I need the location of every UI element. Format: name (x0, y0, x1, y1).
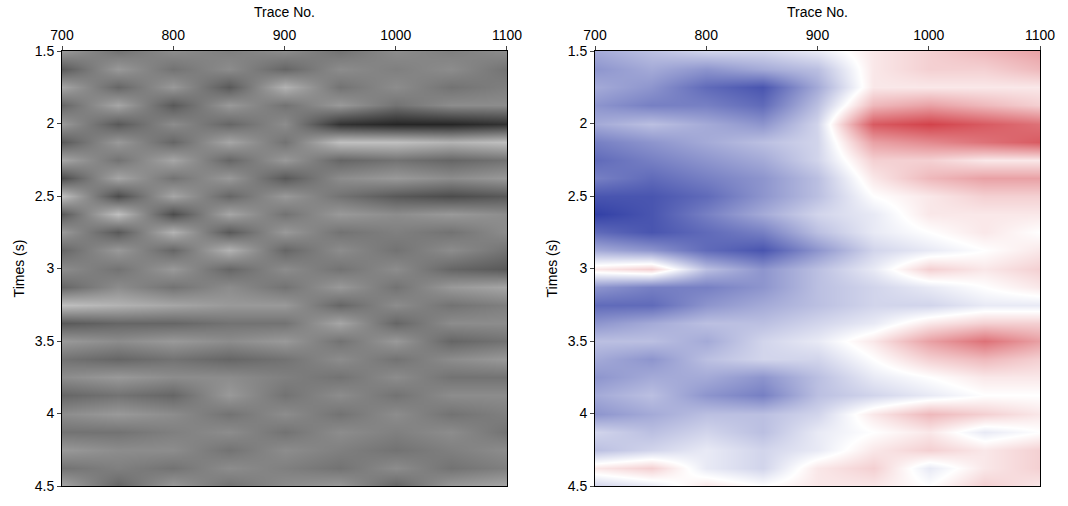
svg-text:Trace No.: Trace No. (254, 4, 315, 20)
svg-text:4: 4 (579, 405, 587, 421)
svg-text:1000: 1000 (913, 27, 944, 43)
svg-text:1100: 1100 (1025, 27, 1055, 43)
svg-text:4.5: 4.5 (568, 478, 588, 494)
svg-text:3.5: 3.5 (35, 333, 55, 349)
svg-text:Times (s): Times (s) (544, 240, 560, 298)
svg-text:900: 900 (806, 27, 830, 43)
svg-text:Trace No.: Trace No. (787, 4, 848, 20)
svg-text:2: 2 (46, 115, 54, 131)
svg-text:1100: 1100 (492, 27, 522, 43)
svg-text:700: 700 (50, 27, 74, 43)
svg-text:Times (s): Times (s) (11, 240, 27, 298)
svg-text:2.5: 2.5 (568, 188, 588, 204)
svg-text:900: 900 (273, 27, 297, 43)
svg-text:1000: 1000 (380, 27, 411, 43)
svg-text:3.5: 3.5 (568, 333, 588, 349)
svg-text:1.5: 1.5 (568, 43, 588, 59)
svg-text:800: 800 (162, 27, 186, 43)
svg-text:2.5: 2.5 (35, 188, 55, 204)
svg-text:700: 700 (583, 27, 607, 43)
svg-text:3: 3 (46, 260, 54, 276)
svg-text:800: 800 (695, 27, 719, 43)
svg-text:4.5: 4.5 (35, 478, 55, 494)
svg-text:2: 2 (579, 115, 587, 131)
svg-text:3: 3 (579, 260, 587, 276)
svg-text:1.5: 1.5 (35, 43, 55, 59)
svg-text:4: 4 (46, 405, 54, 421)
